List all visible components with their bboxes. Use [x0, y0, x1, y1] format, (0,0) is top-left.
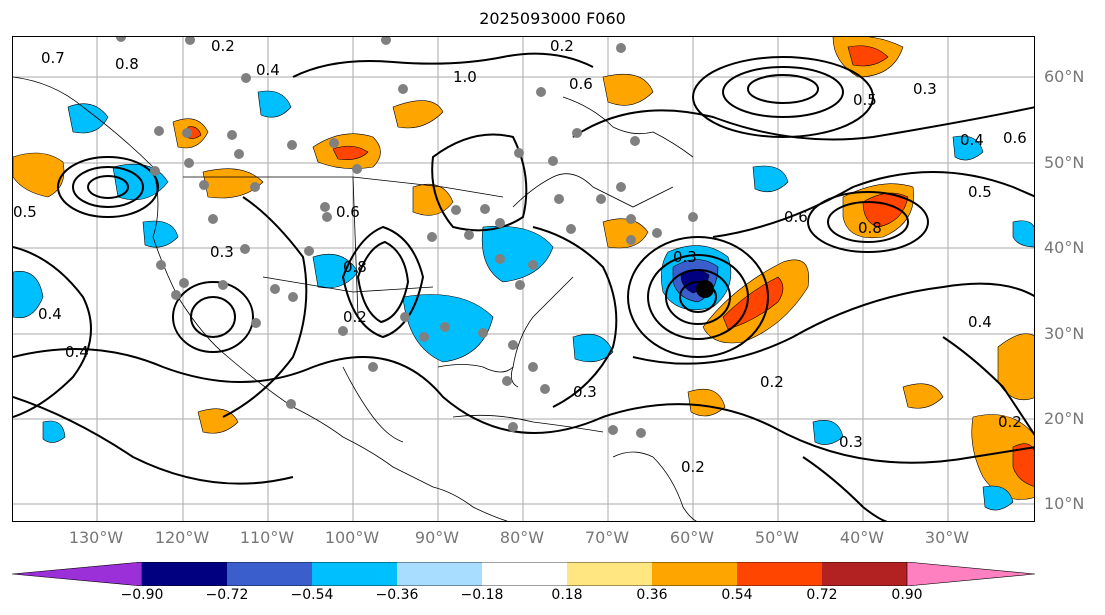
- colorbar-tick: −0.18: [460, 587, 504, 603]
- contour-label: 0.8: [115, 55, 139, 73]
- contour-label: 0.4: [65, 343, 89, 361]
- contour-label: 0.4: [968, 313, 992, 331]
- map-title: 2025093000 F060: [479, 9, 626, 28]
- lat-label: 30°N: [1044, 324, 1085, 343]
- contour-label: 0.2: [343, 308, 367, 326]
- contour-label: 0.8: [343, 258, 367, 276]
- contour-label: 0.2: [760, 373, 784, 391]
- colorbar-segment: [906, 562, 1036, 586]
- map-panel[interactable]: 0.7 0.2 0.8 0.4 1.0 0.5 0.3 0.6 0.2 0.3 …: [12, 36, 1035, 522]
- observation-dots: [116, 37, 698, 438]
- colorbar-segment: [397, 562, 482, 586]
- contour-label: 0.5: [968, 183, 992, 201]
- lon-label: 90°W: [414, 528, 460, 547]
- colorbar-tick: 0.72: [806, 587, 838, 603]
- colorbar-segment: [482, 562, 567, 586]
- lon-label: 130°W: [68, 528, 124, 547]
- contour-label: 0.2: [550, 37, 574, 55]
- contour-label-group: 0.7 0.2 0.8 0.4 1.0 0.5 0.3 0.6 0.2 0.3 …: [13, 37, 1027, 476]
- contour-label: 0.8: [858, 219, 882, 237]
- lat-label: 20°N: [1044, 409, 1085, 428]
- lat-label: 10°N: [1044, 494, 1085, 513]
- colorbar: [12, 562, 1036, 586]
- lon-label: 30°W: [924, 528, 970, 547]
- lon-label: 100°W: [324, 528, 380, 547]
- colorbar-segment: [312, 562, 397, 586]
- lat-label: 50°N: [1044, 153, 1085, 172]
- contour-label: 0.2: [998, 413, 1022, 431]
- contour-label: 0.2: [211, 37, 235, 55]
- contour-label: 0.4: [256, 61, 280, 79]
- storm-center-marker-icon[interactable]: [696, 280, 714, 298]
- contour-label: 0.6: [784, 208, 808, 226]
- colorbar-segment: [12, 562, 143, 586]
- colorbar-segment: [737, 562, 822, 586]
- lon-label: 50°W: [754, 528, 800, 547]
- colorbar-tick: −0.54: [290, 587, 334, 603]
- lat-label: 40°N: [1044, 238, 1085, 257]
- lat-lon-grid: [13, 37, 1034, 521]
- contour-label: 0.2: [681, 458, 705, 476]
- colorbar-segment: [822, 562, 907, 586]
- contour-lines: [13, 52, 1034, 521]
- colorbar-segment: [652, 562, 737, 586]
- lon-label: 80°W: [499, 528, 545, 547]
- lon-label: 120°W: [154, 528, 210, 547]
- colorbar-segment: [142, 562, 227, 586]
- lon-label: 40°W: [839, 528, 885, 547]
- contour-label: 0.6: [336, 203, 360, 221]
- contour-label: 0.5: [853, 91, 877, 109]
- colorbar-tick: −0.90: [120, 587, 164, 603]
- observation-dot-icon: [116, 37, 126, 42]
- lat-label: 60°N: [1044, 67, 1085, 86]
- contour-label: 0.4: [960, 131, 984, 149]
- colorbar-tick: 0.18: [551, 587, 583, 603]
- lon-label: 70°W: [584, 528, 630, 547]
- contour-label: 0.6: [569, 75, 593, 93]
- colorbar-tick: 0.54: [721, 587, 753, 603]
- colorbar-tick: −0.36: [375, 587, 419, 603]
- contour-label: 0.6: [1003, 129, 1027, 147]
- contour-label: 0.3: [573, 383, 597, 401]
- contour-label: 0.3: [913, 80, 937, 98]
- contour-label: 0.5: [13, 203, 37, 221]
- lon-label: 60°W: [669, 528, 715, 547]
- contour-label: 0.3: [673, 248, 697, 266]
- lon-label: 110°W: [239, 528, 295, 547]
- map-canvas[interactable]: 0.7 0.2 0.8 0.4 1.0 0.5 0.3 0.6 0.2 0.3 …: [13, 37, 1035, 522]
- colorbar-tick: 0.36: [636, 587, 668, 603]
- colorbar-tick: 0.90: [891, 587, 923, 603]
- colorbar-tick: −0.72: [205, 587, 249, 603]
- contour-label: 0.3: [839, 433, 863, 451]
- contour-label: 0.3: [210, 243, 234, 261]
- colorbar-segment: [567, 562, 652, 586]
- contour-label: 0.4: [38, 305, 62, 323]
- colorbar-segment: [227, 562, 312, 586]
- contour-label: 1.0: [453, 68, 477, 86]
- contour-label: 0.7: [41, 49, 65, 67]
